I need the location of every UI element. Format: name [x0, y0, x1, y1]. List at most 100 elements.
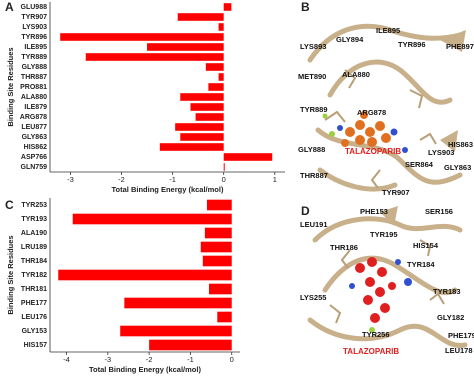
category-label: GLY863 — [22, 134, 48, 141]
bar — [200, 241, 232, 253]
residue-label: SER156 — [425, 207, 453, 216]
residue-label: HIS863 — [448, 140, 473, 149]
residue-label: LYS903 — [428, 148, 454, 157]
category-label: GLU988 — [21, 4, 48, 11]
panel-label: A — [5, 0, 14, 14]
category-label: TYR253 — [21, 202, 47, 209]
residue-label: LYS893 — [300, 42, 326, 51]
residue-label: TYR195 — [370, 230, 398, 239]
residue-label: ALA880 — [342, 70, 370, 79]
bar — [204, 227, 232, 239]
bar — [60, 33, 224, 41]
residue-label: THR887 — [300, 171, 328, 180]
residue-label: SER864 — [405, 160, 434, 169]
bar — [147, 43, 224, 51]
residue-label: ILE895 — [376, 26, 400, 35]
residue-label: LEU178 — [445, 346, 473, 355]
residue-label: GLY888 — [298, 145, 325, 154]
category-label: ILE895 — [24, 44, 47, 51]
residue-label: HIS154 — [413, 241, 439, 250]
x-tick-label: -3 — [104, 355, 111, 364]
residue-label: TYR256 — [362, 330, 390, 339]
category-label: GLY153 — [22, 328, 48, 335]
residue-label: TYR184 — [407, 260, 435, 269]
category-label: ALA880 — [21, 94, 47, 101]
bar — [180, 93, 224, 101]
ligand-label: TALAZOPARIB — [343, 347, 399, 356]
bar — [218, 23, 224, 31]
ligand-label: TALAZOPARIB — [345, 147, 401, 156]
bar — [124, 297, 232, 309]
x-tick-label: -1 — [187, 355, 194, 364]
bar — [180, 133, 224, 141]
bar — [202, 255, 232, 267]
x-tick-label: -4 — [63, 355, 70, 364]
category-label: GLY888 — [22, 64, 48, 71]
bar — [58, 269, 232, 281]
residue-label: TYR896 — [398, 40, 426, 49]
residue-label: MET890 — [298, 72, 326, 81]
category-label: PRO881 — [20, 84, 47, 91]
x-tick-label: 0 — [230, 355, 234, 364]
bar — [149, 339, 232, 351]
residue-label: ARG878 — [357, 108, 386, 117]
category-label: LRU189 — [21, 244, 47, 251]
y-axis-label: Binding Site Residues — [6, 235, 15, 314]
bar — [159, 143, 224, 151]
bar — [175, 123, 224, 131]
residue-label: LYS255 — [300, 293, 326, 302]
category-label: THR181 — [21, 286, 47, 293]
x-tick-label: 1 — [273, 175, 277, 184]
bar — [85, 53, 224, 61]
category-label: ARG878 — [20, 114, 47, 121]
bar — [190, 103, 224, 111]
category-label: TYR896 — [21, 34, 47, 41]
category-label: HIS862 — [24, 144, 47, 151]
category-label: TYR907 — [21, 14, 47, 21]
x-tick-label: -1 — [169, 175, 176, 184]
bar — [223, 153, 273, 161]
category-label: ASP766 — [21, 154, 47, 161]
residue-label: LEU191 — [300, 220, 328, 229]
residue-label: GLY894 — [336, 35, 364, 44]
bar — [223, 163, 225, 171]
category-label: TYR889 — [21, 54, 47, 61]
structure-d-art — [307, 206, 468, 348]
structure-b-art — [296, 0, 474, 200]
x-tick-label: -2 — [118, 175, 125, 184]
residue-label: PHE897 — [446, 42, 474, 51]
category-label: THR184 — [21, 258, 47, 265]
y-axis-label: Binding Site Residues — [6, 47, 15, 126]
residue-label: TYR889 — [300, 105, 328, 114]
category-label: LEU176 — [21, 314, 47, 321]
residue-label: TYR907 — [382, 188, 410, 197]
category-label: GLN759 — [21, 164, 48, 171]
residue-label: TYR183 — [433, 287, 461, 296]
bar — [223, 3, 232, 11]
category-label: LYS903 — [22, 24, 47, 31]
category-label: ALA190 — [21, 230, 47, 237]
bar — [120, 325, 232, 337]
residue-label: PHE179 — [448, 331, 474, 340]
category-label: HIS157 — [24, 342, 47, 349]
residue-label: GLY863 — [444, 163, 471, 172]
category-label: ILE879 — [24, 104, 47, 111]
residue-label: THR186 — [330, 243, 358, 252]
x-tick-label: -3 — [67, 175, 74, 184]
bar — [208, 83, 224, 91]
residue-label: GLY182 — [437, 313, 464, 322]
bar — [218, 73, 224, 81]
bar — [205, 63, 224, 71]
bar — [209, 283, 232, 295]
panel-label: C — [5, 198, 14, 212]
panel-label: B — [301, 0, 310, 14]
category-label: LEU877 — [21, 124, 47, 131]
bar — [195, 113, 224, 121]
category-label: THR887 — [21, 74, 47, 81]
x-tick-label: -2 — [146, 355, 153, 364]
x-axis-label: Total Binding Energy (kcal/mol) — [112, 185, 224, 194]
x-axis-label: Total Binding Energy (kcal/mol) — [89, 365, 201, 374]
bar — [177, 13, 224, 21]
x-tick-label: 0 — [222, 175, 226, 184]
